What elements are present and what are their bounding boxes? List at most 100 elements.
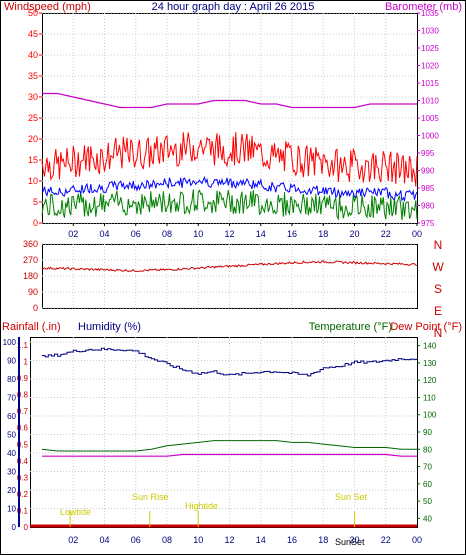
humidity-tick-label: 0 xyxy=(12,523,17,532)
rain-tick-label: 0.1 xyxy=(17,506,29,515)
annotation-sunrise: Sun Rise xyxy=(132,492,169,502)
x-tick-label: 22 xyxy=(381,535,391,545)
direction-tick-label: 180 xyxy=(23,271,38,281)
annotation-lowtide: Lowtide xyxy=(60,507,91,517)
x-tick-label: 16 xyxy=(287,535,297,545)
rain-tick-label: 0.5 xyxy=(17,440,29,449)
chart-marks xyxy=(30,92,418,528)
rain-tick-label: 0 xyxy=(24,523,29,532)
humidity-tick-label: 90 xyxy=(7,357,16,366)
direction-tick-label: 270 xyxy=(23,255,38,265)
x-tick-label: 04 xyxy=(99,535,109,545)
x-tick-label: 14 xyxy=(256,535,266,545)
series-wind-gust xyxy=(41,132,418,187)
graph-title: 24 hour graph day : April 26 2015 xyxy=(152,1,315,13)
temp-tick-label: 110 xyxy=(423,393,436,402)
wind-tick-label: 10 xyxy=(28,176,38,186)
baro-tick-label: 1015 xyxy=(421,79,439,88)
compass-label: W xyxy=(432,260,444,274)
rain-tick-label: 0.9 xyxy=(17,374,29,383)
series-wind-low xyxy=(41,189,418,221)
rain-tick-label: 1 xyxy=(24,358,29,367)
baro-axis-label: Barometer (mb) xyxy=(385,1,462,13)
wind-tick-label: 45 xyxy=(28,29,38,39)
humidity-tick-label: 70 xyxy=(7,394,16,403)
compass-label: N xyxy=(434,238,443,252)
baro-tick-label: 975 xyxy=(421,219,435,228)
x-tick-label: 06 xyxy=(131,229,141,239)
temp-tick-label: 60 xyxy=(423,480,432,489)
x-tick-label: 20 xyxy=(349,229,359,239)
wind-tick-label: 15 xyxy=(28,155,38,165)
compass-label: N xyxy=(434,326,443,340)
x-tick-label: 10 xyxy=(193,229,203,239)
annotation-sunset-axis: SunSet xyxy=(335,537,365,547)
humidity-tick-label: 50 xyxy=(7,431,16,440)
baro-tick-label: 1000 xyxy=(421,132,439,141)
rain-tick-label: 0.8 xyxy=(17,391,29,400)
x-tick-label: 04 xyxy=(99,229,109,239)
temp-axis-label: Temperature (°F) xyxy=(309,321,392,333)
temp-tick-label: 70 xyxy=(423,463,432,472)
rain-tick-label: 0.4 xyxy=(17,457,29,466)
baro-tick-label: 1005 xyxy=(421,114,439,123)
baro-tick-label: 1010 xyxy=(421,97,439,106)
dew-axis-label: Dew Point (°F) xyxy=(390,321,462,333)
humidity-tick-label: 40 xyxy=(7,449,16,458)
x-tick-label: 00 xyxy=(412,535,422,545)
baro-tick-label: 1030 xyxy=(421,27,439,36)
x-tick-label: 20 xyxy=(349,535,359,545)
direction-tick-label: 360 xyxy=(23,239,38,249)
temp-tick-label: 50 xyxy=(423,497,432,506)
rain-tick-label: 0.3 xyxy=(17,473,29,482)
x-tick-label: 02 xyxy=(68,535,78,545)
temp-tick-label: 130 xyxy=(423,359,437,368)
temp-tick-label: 120 xyxy=(423,376,437,385)
temp-tick-label: 100 xyxy=(423,411,437,420)
wind-tick-label: 0 xyxy=(33,218,38,228)
x-tick-label: 02 xyxy=(68,229,78,239)
x-tick-label: 08 xyxy=(162,229,172,239)
humidity-tick-label: 10 xyxy=(7,505,16,514)
humidity-tick-label: 80 xyxy=(7,375,16,384)
series-barometer xyxy=(42,92,417,109)
x-tick-label: 00 xyxy=(412,229,422,239)
rain-tick-label: 0.7 xyxy=(17,407,29,416)
wind-tick-label: 35 xyxy=(28,71,38,81)
axis-labels: 0510152025303540455097598098599099510001… xyxy=(3,8,445,545)
x-tick-label: 22 xyxy=(381,229,391,239)
x-tick-label: 14 xyxy=(256,229,266,239)
series-wind-avg xyxy=(41,175,418,203)
humidity-tick-label: 20 xyxy=(7,486,16,495)
x-tick-label: 18 xyxy=(318,535,328,545)
wind-tick-label: 20 xyxy=(28,134,38,144)
baro-tick-label: 995 xyxy=(421,149,435,158)
baro-tick-label: 990 xyxy=(421,167,435,176)
wind-tick-label: 25 xyxy=(28,113,38,123)
humidity-axis-label: Humidity (%) xyxy=(78,321,141,333)
series-humidity xyxy=(42,347,418,377)
wind-tick-label: 30 xyxy=(28,92,38,102)
x-tick-label: 12 xyxy=(224,229,234,239)
series-dewpoint xyxy=(42,453,417,457)
humidity-tick-label: 30 xyxy=(7,468,16,477)
baro-tick-label: 1035 xyxy=(421,9,439,18)
wind-tick-label: 50 xyxy=(28,8,38,18)
annotation-hightide: Hightide xyxy=(185,501,218,511)
temp-tick-label: 40 xyxy=(423,514,432,523)
panel2-grid xyxy=(42,243,417,309)
panel1-grid xyxy=(42,12,417,224)
x-tick-label: 12 xyxy=(224,535,234,545)
temp-tick-label: 140 xyxy=(423,342,437,351)
compass-label: S xyxy=(434,282,442,296)
panel3-plot xyxy=(30,337,418,528)
baro-tick-label: 1020 xyxy=(421,62,439,71)
direction-tick-label: 0 xyxy=(33,303,38,313)
x-tick-label: 16 xyxy=(287,229,297,239)
series-temperature xyxy=(41,440,417,452)
temp-tick-label: 90 xyxy=(423,428,432,437)
direction-tick-label: 90 xyxy=(28,287,38,297)
humidity-tick-label: 100 xyxy=(3,338,17,347)
